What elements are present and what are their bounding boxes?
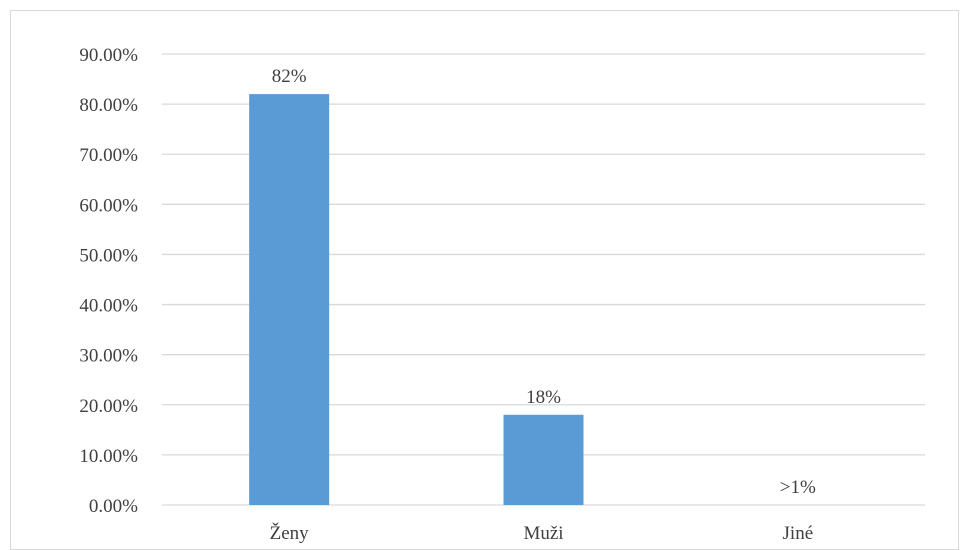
y-tick-label: 90.00% bbox=[79, 45, 138, 66]
y-tick-label: 40.00% bbox=[79, 296, 138, 317]
data-label: 18% bbox=[526, 387, 561, 408]
y-tick-label: 10.00% bbox=[79, 446, 138, 467]
data-label: >1% bbox=[780, 477, 816, 498]
bar bbox=[503, 414, 584, 505]
y-tick-label: 50.00% bbox=[79, 245, 138, 266]
x-category-label: Jiné bbox=[783, 523, 814, 544]
bar bbox=[249, 94, 330, 505]
y-tick-label: 30.00% bbox=[79, 346, 138, 367]
y-tick-label: 60.00% bbox=[79, 195, 138, 216]
y-tick-label: 80.00% bbox=[79, 95, 138, 116]
chart-frame bbox=[10, 10, 959, 550]
y-tick-label: 0.00% bbox=[89, 496, 138, 517]
y-tick-label: 20.00% bbox=[79, 396, 138, 417]
x-category-label: Ženy bbox=[270, 522, 310, 544]
y-tick-label: 70.00% bbox=[79, 145, 138, 166]
x-category-label: Muži bbox=[523, 523, 563, 544]
data-label: 82% bbox=[272, 66, 307, 87]
